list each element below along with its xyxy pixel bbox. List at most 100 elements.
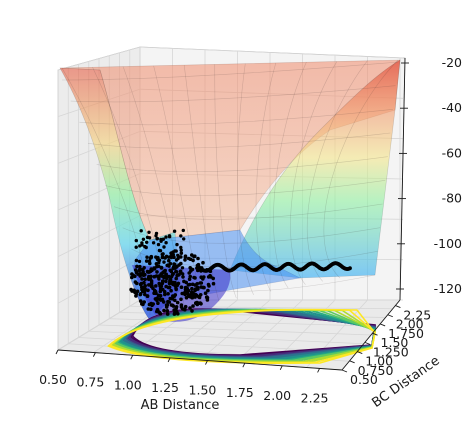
- trajectory-point: [157, 248, 162, 253]
- trajectory-point: [145, 235, 150, 240]
- trajectory-point: [142, 300, 146, 304]
- trajectory-point: [146, 307, 151, 311]
- trajectory-point: [139, 229, 143, 233]
- trajectory-point: [172, 229, 177, 233]
- x-tick-mark: [55, 349, 59, 355]
- trajectory-point: [138, 267, 142, 271]
- trajectory-point: [157, 277, 161, 281]
- trajectory-point: [211, 276, 215, 281]
- trajectory-point: [138, 292, 143, 297]
- trajectory-point: [188, 266, 192, 270]
- trajectory-point: [174, 258, 179, 262]
- x-tick-label: 1.50: [189, 383, 217, 398]
- trajectory-point: [207, 284, 211, 288]
- trajectory-point: [190, 282, 195, 287]
- trajectory-point: [147, 283, 151, 287]
- mesh-line: [139, 269, 376, 292]
- trajectory-point: [179, 234, 183, 238]
- trajectory-point: [160, 279, 165, 284]
- trajectory-point: [175, 242, 179, 247]
- trajectory-point: [182, 237, 186, 241]
- trajectory-point: [167, 258, 171, 263]
- trajectory-point: [189, 269, 193, 273]
- y-tick-label: 0.750: [358, 363, 394, 378]
- trajectory-point: [147, 277, 151, 282]
- trajectory-point: [186, 289, 190, 294]
- trajectory-point: [158, 297, 162, 301]
- trajectory-point: [205, 298, 210, 302]
- trajectory-point: [155, 309, 159, 314]
- trajectory-point: [138, 264, 142, 269]
- trajectory-point: [176, 281, 181, 286]
- trajectory-point: [172, 308, 176, 312]
- mesh-line: [70, 85, 396, 103]
- trajectory-point: [138, 244, 142, 248]
- trajectory-point: [143, 244, 147, 249]
- trajectory-point: [157, 258, 162, 263]
- trajectory-point: [158, 289, 163, 294]
- mesh-line: [122, 227, 381, 244]
- y-tick-label: 1.00: [365, 354, 393, 369]
- z-ticks: -20 -40 -60 -80 -100 -120: [396, 55, 462, 296]
- trajectory-points: [129, 228, 352, 316]
- trajectory-point: [164, 284, 168, 289]
- x-tick-mark: [167, 357, 171, 363]
- trajectory-point: [179, 245, 183, 250]
- trajectory-point: [175, 273, 179, 278]
- trajectory-point: [193, 287, 198, 291]
- trajectory-point: [175, 300, 180, 305]
- trajectory-point: [147, 259, 152, 263]
- trajectory-point: [187, 293, 191, 298]
- mesh-line: [237, 63, 254, 295]
- trajectory-point: [191, 304, 195, 308]
- trajectory-point: [162, 275, 166, 280]
- trajectory-point: [179, 248, 183, 252]
- trajectory-point: [182, 279, 186, 284]
- trajectory-point: [164, 279, 168, 284]
- trajectory-point: [168, 268, 172, 273]
- trajectory-point: [195, 302, 200, 307]
- trajectory-point: [138, 272, 142, 276]
- trajectory-point: [192, 254, 196, 259]
- mesh-line: [255, 62, 277, 292]
- x-ticks: 0.50 0.75 1.00 1.25 1.50 1.75 2.00 2.25: [39, 349, 329, 405]
- trajectory-point: [135, 270, 139, 274]
- trajectory-point: [165, 275, 169, 279]
- floor-contours: [107, 308, 376, 364]
- trajectory-point: [199, 275, 203, 280]
- trajectory-point: [174, 276, 178, 281]
- trajectory-point: [164, 272, 168, 277]
- mesh-line: [323, 59, 399, 279]
- trajectory-point: [187, 277, 192, 282]
- trajectory-point: [157, 261, 161, 265]
- trajectory-point: [179, 297, 183, 302]
- trajectory-point: [133, 280, 138, 284]
- trajectory-point: [173, 283, 177, 288]
- y-tick-mark: [357, 351, 363, 354]
- trajectory-point: [183, 258, 187, 262]
- mesh-line: [214, 64, 237, 299]
- x-tick-mark: [317, 368, 320, 373]
- trajectory-point: [154, 231, 159, 236]
- trajectory-point: [169, 288, 173, 293]
- x-tick-mark: [205, 360, 208, 365]
- trajectory-point: [156, 301, 160, 306]
- trajectory-point: [154, 255, 158, 259]
- trajectory-point: [135, 289, 140, 294]
- trajectory-point: [146, 288, 150, 293]
- trajectory-point: [145, 294, 150, 298]
- x-tick-mark: [92, 352, 96, 357]
- trajectory-point: [183, 307, 187, 312]
- trajectory-point: [180, 266, 185, 270]
- z-tick-label: -20: [442, 55, 462, 70]
- trajectory-point: [181, 228, 185, 233]
- x-tick-label: 2.25: [301, 390, 329, 405]
- trajectory-point: [195, 263, 200, 268]
- trajectory-point: [181, 272, 185, 276]
- x-tick-label: 1.25: [151, 380, 179, 395]
- trajectory-point: [170, 274, 174, 279]
- trajectory-point: [160, 255, 165, 260]
- trajectory-point: [202, 275, 206, 279]
